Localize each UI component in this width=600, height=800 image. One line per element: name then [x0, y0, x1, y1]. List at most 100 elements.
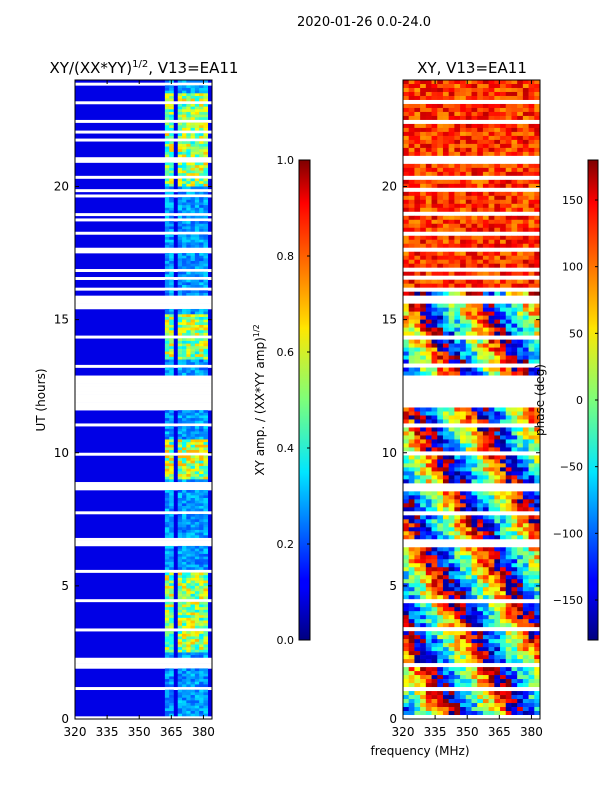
heatmap-cell: [465, 259, 472, 265]
heatmap-cell: [517, 431, 524, 436]
heatmap-cell: [482, 227, 489, 233]
heatmap-cell: [186, 285, 191, 288]
heatmap-cell: [448, 199, 455, 205]
heatmap-cell: [425, 147, 432, 153]
heatmap-cell: [194, 436, 200, 440]
heatmap-cell: [454, 603, 461, 608]
heatmap-cell: [442, 259, 449, 265]
heatmap-cell: [517, 571, 524, 576]
heatmap-cell: [182, 516, 187, 520]
heatmap-cell: [164, 479, 170, 483]
heatmap-cell: [194, 508, 200, 512]
heatmap-cell: [403, 347, 410, 352]
heatmap-cell: [194, 274, 200, 278]
heatmap-cell: [437, 603, 444, 608]
heatmap-cell: [494, 683, 501, 688]
heatmap-cell: [465, 283, 472, 288]
heatmap-cell: [414, 647, 421, 652]
heatmap-cell: [425, 683, 432, 688]
heatmap-cell: [448, 359, 455, 364]
heatmap-cell: [164, 205, 170, 209]
heatmap-cell: [482, 675, 489, 680]
heatmap-cell: [164, 434, 170, 438]
heatmap-cell: [169, 167, 174, 171]
heatmap-cell: [182, 372, 187, 376]
heatmap-cell: [420, 467, 427, 472]
heatmap-cell: [414, 347, 421, 352]
heatmap-cell: [517, 527, 524, 532]
heatmap-cell: [482, 439, 489, 444]
heatmap-cell: [448, 427, 455, 432]
heatmap-cell: [534, 279, 540, 284]
heatmap-cell: [403, 351, 410, 356]
heatmap-cell: [182, 450, 187, 454]
heatmap-cell: [414, 239, 421, 245]
heatmap-cell: [500, 475, 507, 480]
heatmap-cell: [511, 611, 518, 616]
heatmap-cell: [488, 683, 495, 688]
heatmap-cell: [203, 253, 209, 257]
heatmap-cell: [528, 591, 535, 596]
heatmap-cell: [414, 699, 421, 704]
heatmap-cell: [169, 356, 174, 360]
heatmap-cell: [528, 579, 535, 584]
heatmap-cell: [164, 631, 170, 635]
heatmap-cell: [494, 147, 501, 153]
heatmap-cell: [169, 679, 174, 683]
heatmap-cell: [194, 431, 200, 435]
heatmap-cell: [522, 507, 529, 512]
heatmap-cell: [437, 291, 444, 296]
heatmap-cell: [505, 411, 512, 416]
heatmap-cell: [500, 507, 507, 512]
heatmap-cell: [186, 591, 191, 595]
heatmap-cell: [488, 455, 495, 460]
y-tick-label: 5: [61, 579, 69, 593]
heatmap-cell: [182, 255, 187, 259]
heatmap-cell: [522, 91, 529, 97]
heatmap-cell: [448, 291, 455, 296]
heatmap-cell: [437, 323, 444, 328]
heatmap-cell: [408, 711, 415, 716]
heatmap-cell: [517, 507, 524, 512]
heatmap-cell: [488, 87, 495, 93]
heatmap-cell: [186, 703, 191, 706]
heatmap-cell: [420, 83, 427, 89]
heatmap-cell: [442, 555, 449, 560]
heatmap-cell: [190, 588, 196, 592]
heatmap-cell: [420, 311, 427, 316]
heatmap-cell: [482, 499, 489, 504]
heatmap-cell: [425, 579, 432, 584]
heatmap-cell: [199, 314, 204, 318]
heatmap-cell: [437, 607, 444, 612]
heatmap-cell: [522, 123, 529, 129]
heatmap-cell: [169, 644, 174, 648]
heatmap-cell: [203, 415, 209, 419]
heatmap-cell: [437, 635, 444, 640]
heatmap-cell: [460, 515, 467, 520]
heatmap-cell: [420, 579, 427, 584]
heatmap-cell: [190, 362, 196, 366]
heatmap-cell: [420, 459, 427, 464]
heatmap-cell: [442, 91, 449, 97]
heatmap-cell: [460, 415, 467, 420]
heatmap-cell: [460, 623, 467, 628]
heatmap-cell: [164, 90, 170, 94]
heatmap-cell: [448, 139, 455, 145]
heatmap-cell: [511, 291, 518, 296]
heatmap-cell: [164, 711, 170, 714]
heatmap-cell: [505, 711, 512, 716]
heatmap-cell: [190, 178, 196, 182]
flagged-row: [403, 599, 540, 604]
heatmap-cell: [511, 551, 518, 556]
heatmap-cell: [488, 699, 495, 704]
heatmap-cell: [182, 141, 187, 145]
heatmap-cell: [534, 559, 540, 564]
heatmap-cell: [414, 667, 421, 672]
heatmap-cell: [534, 327, 540, 332]
heatmap-cell: [169, 141, 174, 145]
heatmap-cell: [471, 603, 478, 608]
heatmap-cell: [500, 303, 507, 308]
heatmap-cell: [186, 604, 191, 608]
heatmap-cell: [420, 135, 427, 141]
heatmap-cell: [534, 103, 540, 109]
